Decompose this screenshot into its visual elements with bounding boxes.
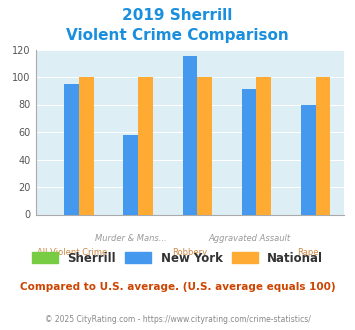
Text: 2019 Sherrill: 2019 Sherrill — [122, 8, 233, 23]
Text: © 2025 CityRating.com - https://www.cityrating.com/crime-statistics/: © 2025 CityRating.com - https://www.city… — [45, 315, 310, 324]
Bar — [316, 77, 330, 214]
Bar — [124, 135, 138, 214]
Bar — [64, 84, 79, 214]
Bar — [182, 56, 197, 214]
Text: Aggravated Assault: Aggravated Assault — [208, 234, 290, 243]
Text: Robbery: Robbery — [173, 248, 207, 257]
Legend: Sherrill, New York, National: Sherrill, New York, National — [32, 252, 323, 265]
Bar — [242, 89, 256, 214]
Bar — [79, 77, 94, 214]
Text: All Violent Crime: All Violent Crime — [37, 248, 107, 257]
Text: Rape: Rape — [297, 248, 319, 257]
Text: Murder & Mans...: Murder & Mans... — [95, 234, 166, 243]
Bar — [138, 77, 153, 214]
Text: Violent Crime Comparison: Violent Crime Comparison — [66, 28, 289, 43]
Bar — [256, 77, 271, 214]
Text: Compared to U.S. average. (U.S. average equals 100): Compared to U.S. average. (U.S. average … — [20, 282, 335, 292]
Bar — [301, 105, 316, 214]
Bar — [197, 77, 212, 214]
